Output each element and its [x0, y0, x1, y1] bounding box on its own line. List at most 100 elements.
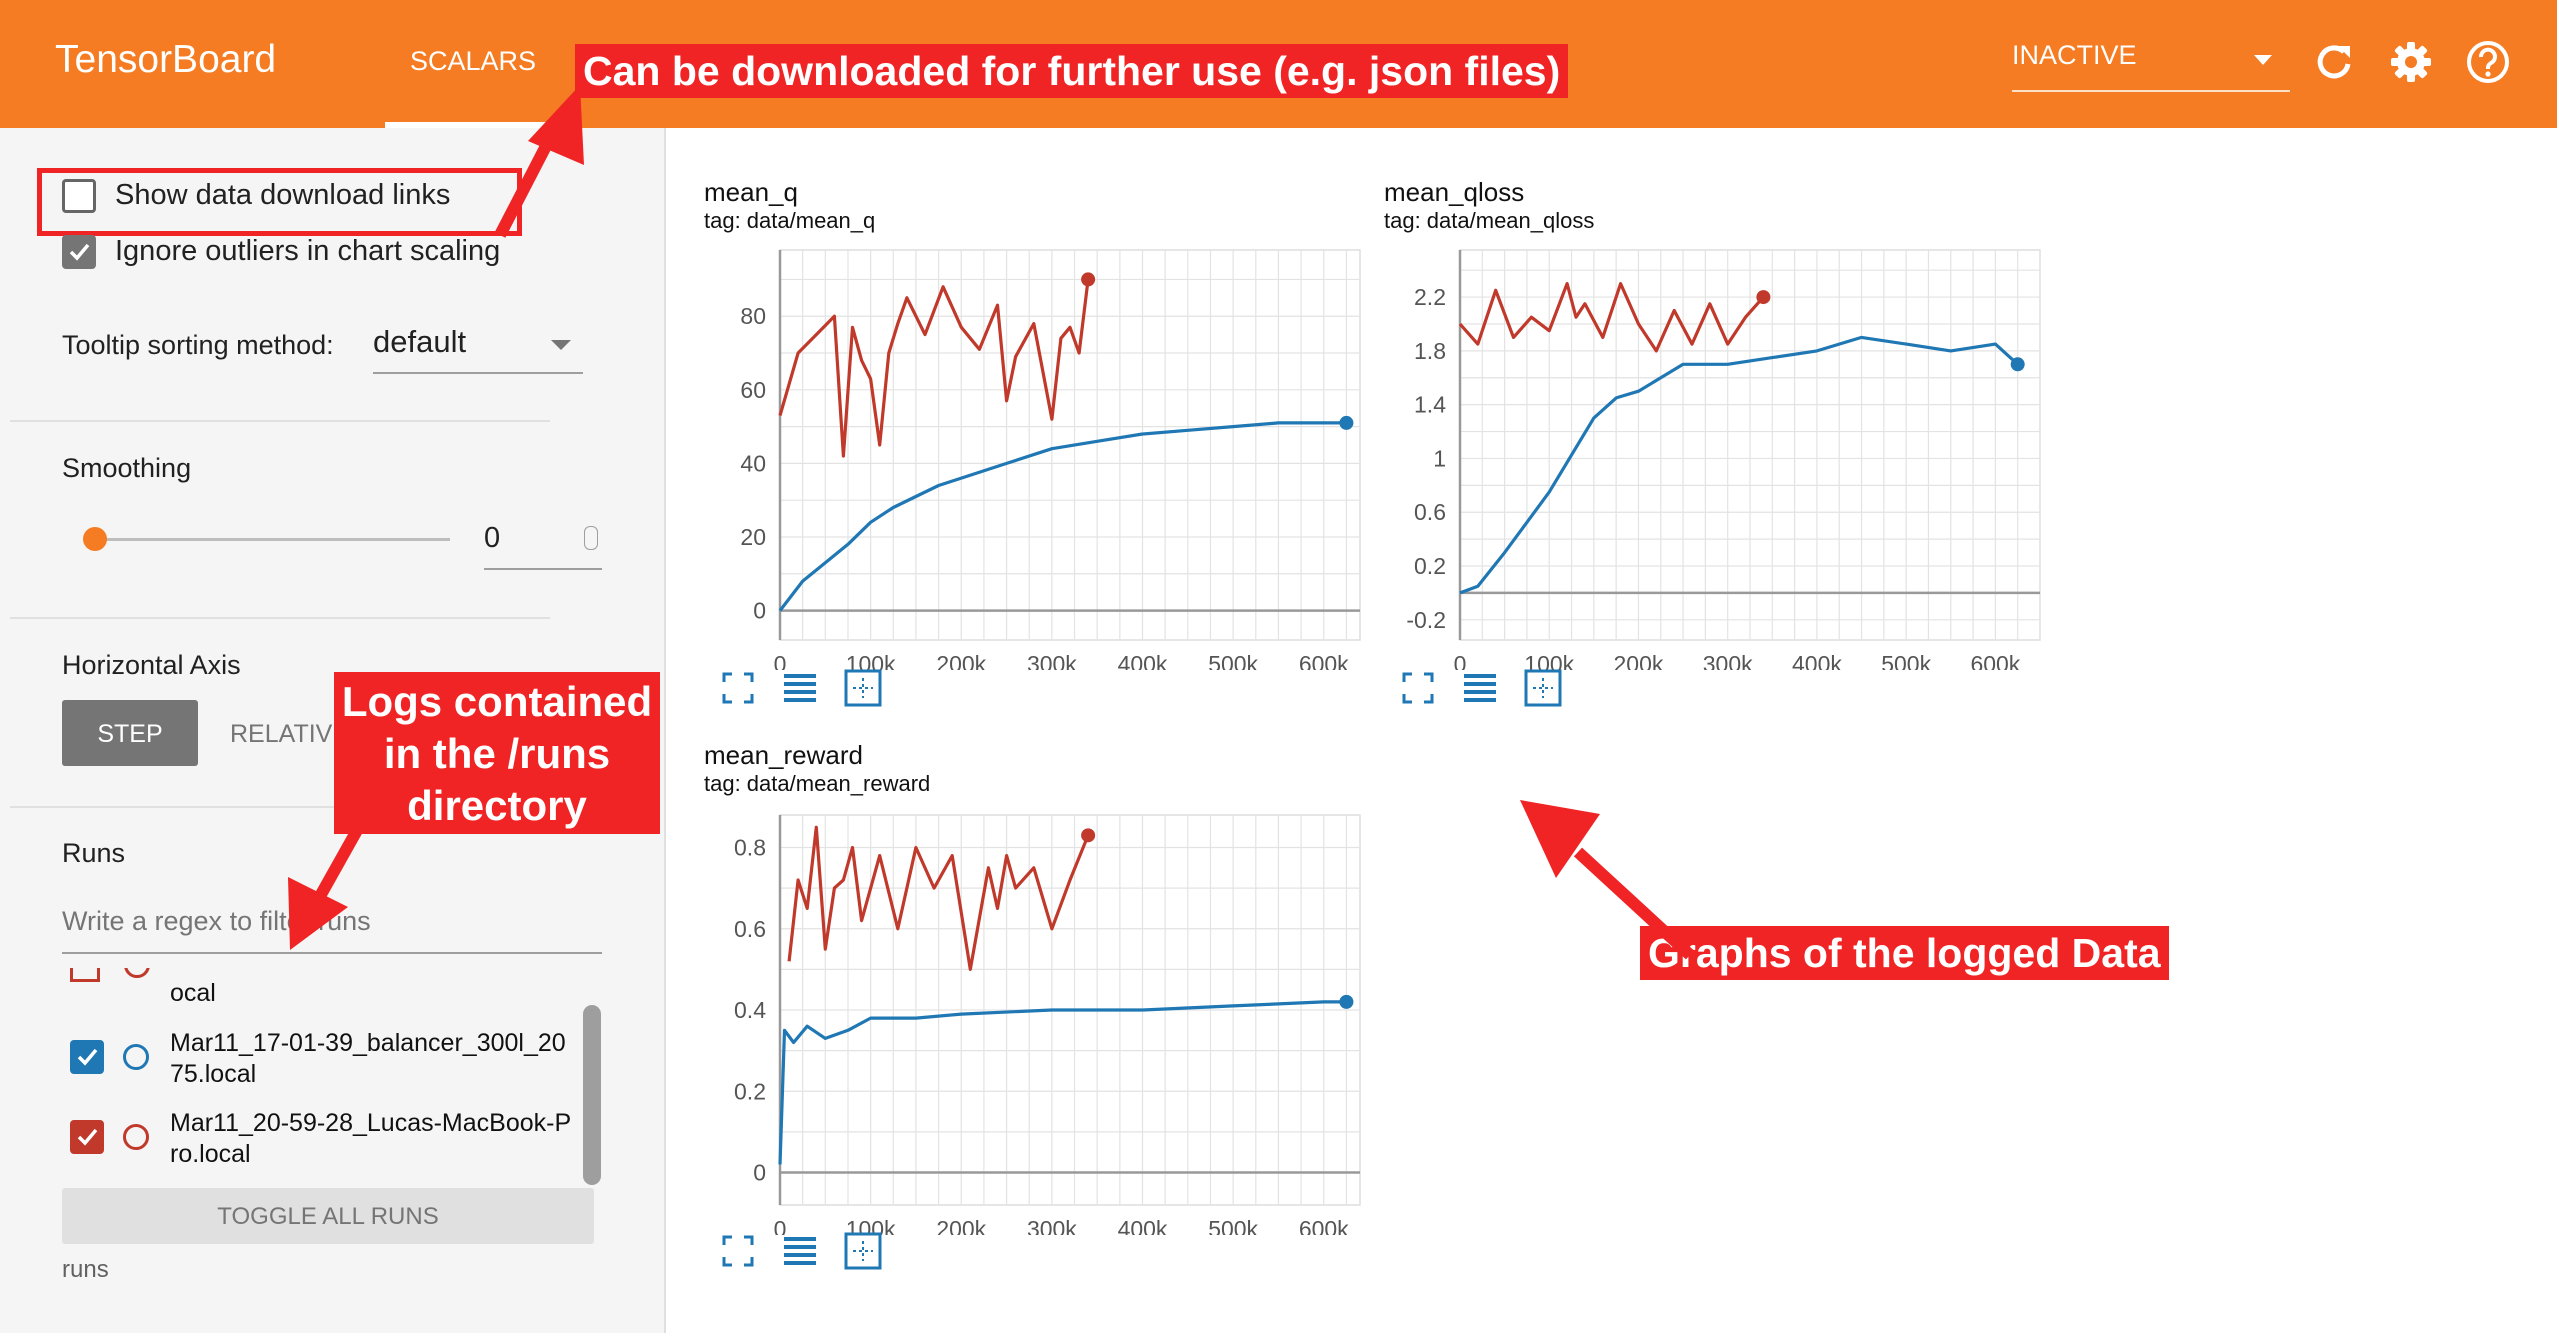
run-color-indicator [124, 968, 150, 978]
runs-scrollbar[interactable] [583, 1005, 601, 1185]
y-log-scale-icon[interactable] [780, 1231, 820, 1271]
tab-scalars[interactable]: SCALARS [410, 46, 537, 76]
y-tick-label: 0.2 [1414, 553, 1446, 579]
run-status-underline [2012, 90, 2290, 92]
run-name-line: Mar11_20-59-28_Lucas-MacBook-P [170, 1109, 572, 1137]
run-name-line: 75.local [170, 1060, 257, 1088]
fullscreen-icon[interactable] [718, 1231, 758, 1271]
run-checkbox[interactable] [70, 1120, 104, 1154]
x-tick-label: 600k [1299, 1216, 1349, 1235]
y-tick-label: 80 [740, 303, 766, 329]
x-tick-label: 300k [1027, 651, 1077, 670]
runs-label: Runs [62, 838, 126, 868]
y-tick-label: 0.4 [734, 997, 766, 1023]
section-divider [10, 806, 550, 808]
y-log-scale-icon[interactable] [1460, 668, 1500, 708]
x-tick-label: 100k [846, 651, 896, 670]
tooltip-sorting-label: Tooltip sorting method: [62, 330, 334, 360]
series-line [778, 1000, 1347, 1165]
checkmark-icon [77, 1048, 98, 1066]
y-tick-label: 0.8 [734, 835, 766, 861]
run-name-line: ro.local [170, 1140, 251, 1168]
run-checkbox[interactable] [70, 968, 100, 982]
y-tick-label: 60 [740, 377, 766, 403]
toggle-all-runs-button[interactable]: TOGGLE ALL RUNS [62, 1188, 594, 1244]
annotation-logs: Logs contained in the /runs directory [334, 672, 660, 834]
ignore-outliers-checkbox[interactable] [62, 235, 96, 269]
chart-tag: tag: data/mean_reward [704, 771, 931, 796]
tooltip-sorting-value: default [373, 324, 467, 359]
chart-tag: tag: data/mean_qloss [1384, 208, 1595, 233]
chart-mean-reward[interactable]: 0 0.2 0.4 0.6 0.8 0 100k 200k 300k 400k 500k 600k [700, 805, 1380, 1235]
runs-list-item[interactable]: ocal [62, 968, 582, 1008]
fit-domain-icon[interactable] [843, 1231, 883, 1271]
checkmark-icon [77, 1128, 98, 1146]
x-tick-label: 400k [1118, 651, 1168, 670]
show-download-links-checkbox[interactable] [62, 179, 96, 213]
series-line [778, 421, 1347, 612]
y-tick-label: 0 [753, 598, 766, 624]
run-name[interactable]: Mar11_17-01-39_balancer_300l_20 75.local [170, 1028, 566, 1090]
run-name: ocal [170, 979, 216, 1007]
smoothing-slider-thumb[interactable] [83, 527, 107, 551]
axis-step-button[interactable]: STEP [62, 700, 198, 766]
series-line [1458, 281, 1765, 353]
x-tick-label: 500k [1208, 1216, 1258, 1235]
toggle-all-runs-label: TOGGLE ALL RUNS [217, 1203, 439, 1230]
y-log-scale-icon[interactable] [780, 668, 820, 708]
tooltip-sorting-select[interactable]: default [373, 318, 583, 374]
series-end-point [1756, 290, 1771, 305]
x-tick-label: 400k [1118, 1216, 1168, 1235]
axis-relative-button[interactable]: RELATIVE [230, 720, 340, 748]
x-tick-label: 600k [1970, 651, 2020, 670]
x-tick-label: 300k [1027, 1216, 1077, 1235]
horizontal-axis-label: Horizontal Axis [62, 650, 241, 680]
fullscreen-icon[interactable] [718, 668, 758, 708]
series-line [787, 825, 1090, 971]
annotation-logs-line: in the /runs [383, 730, 611, 777]
annotation-arrow [494, 85, 584, 238]
reload-icon[interactable] [2310, 38, 2358, 86]
run-name[interactable]: Mar11_20-59-28_Lucas-MacBook-P ro.local [170, 1108, 571, 1170]
y-tick-label: -0.2 [1406, 607, 1446, 633]
y-tick-label: 1 [1433, 445, 1446, 471]
series-end-point [1081, 272, 1096, 287]
smoothing-value: 0 [484, 522, 501, 554]
smoothing-slider-track[interactable] [95, 538, 450, 541]
chevron-down-icon [2254, 55, 2272, 65]
run-checkbox[interactable] [70, 1040, 104, 1074]
chart-title: mean_q [704, 177, 798, 207]
ignore-outliers-label: Ignore outliers in chart scaling [115, 235, 501, 267]
y-tick-label: 2.2 [1414, 284, 1446, 310]
chart-mean-qloss[interactable]: -0.2 0.2 0.6 1 1.4 1.8 2.2 0 100k 200k 300k 400k 500… [1380, 240, 2060, 670]
x-tick-label: 400k [1792, 651, 1842, 670]
y-tick-label: 0 [753, 1160, 766, 1186]
help-icon[interactable] [2464, 38, 2512, 86]
y-tick-label: 0.6 [734, 916, 766, 942]
x-tick-label: 200k [936, 651, 986, 670]
stepper-icon[interactable] [584, 526, 598, 550]
fullscreen-icon[interactable] [1398, 668, 1438, 708]
checkmark-icon [69, 243, 90, 261]
annotation-arrow [288, 822, 366, 950]
y-tick-label: 0.2 [734, 1078, 766, 1104]
x-tick-label: 500k [1208, 651, 1258, 670]
fit-domain-icon[interactable] [843, 668, 883, 708]
smoothing-input[interactable]: 0 [484, 518, 602, 570]
run-status-select[interactable]: INACTIVE [2012, 40, 2137, 70]
series-end-point [1339, 415, 1354, 430]
chart-mean-q[interactable]: 0 20 40 60 80 0 100k 200k 300k 400k 500k 600k [700, 240, 1380, 670]
x-tick-label: 200k [936, 1216, 986, 1235]
run-color-indicator [123, 1044, 149, 1070]
smoothing-label: Smoothing [62, 453, 192, 483]
chevron-down-icon [551, 340, 571, 350]
chart-tag: tag: data/mean_q [704, 208, 876, 233]
x-tick-label: 0 [1454, 651, 1467, 670]
x-tick-label: 0 [774, 1216, 787, 1235]
annotation-logs-line: Logs contained [341, 678, 653, 725]
y-tick-label: 20 [740, 524, 766, 550]
x-tick-label: 0 [774, 651, 787, 670]
fit-domain-icon[interactable] [1523, 668, 1563, 708]
settings-icon[interactable] [2387, 38, 2435, 86]
run-color-indicator [123, 1124, 149, 1150]
